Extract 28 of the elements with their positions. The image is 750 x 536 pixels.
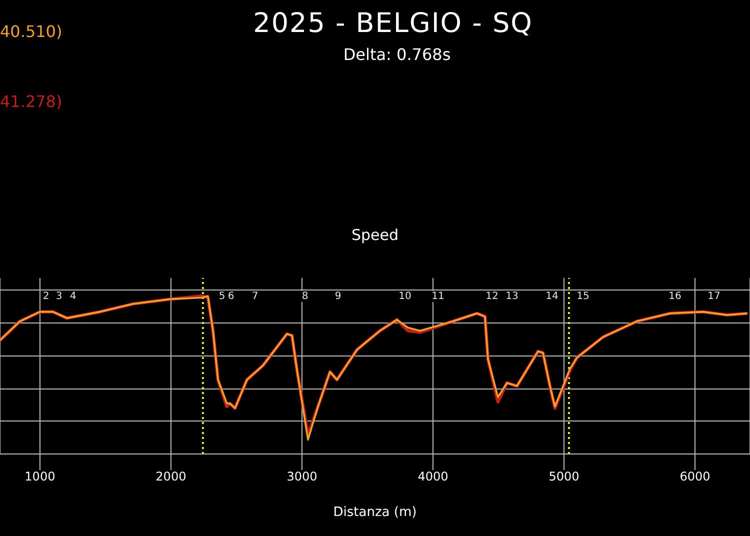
chart-subtitle: Delta: 0.768s — [342, 45, 452, 64]
x-tick-label: 2000 — [156, 470, 186, 484]
x-tick-label: 1000 — [24, 470, 56, 484]
annotation: 10 — [398, 291, 412, 302]
text: 41.278) — [0, 92, 62, 113]
annotation: 5 — [218, 291, 226, 302]
annotation: 4 — [68, 291, 78, 302]
annotation: 14 — [544, 291, 560, 302]
annotation: 8 — [300, 291, 310, 302]
x-tick-label: 3000 — [286, 470, 318, 484]
annotation: 7 — [250, 291, 260, 302]
x-tick-label: 5000 — [548, 470, 580, 484]
text: Speed — [350, 226, 400, 244]
chart-title: 2025 - BELGIO - SQ — [253, 8, 533, 39]
annotation: 15 — [576, 291, 590, 302]
annotation: 6 — [226, 291, 236, 302]
annotation: 9 — [334, 291, 342, 302]
annotation: 11 — [430, 291, 446, 302]
annotation: 16 — [668, 291, 682, 302]
x-tick-label: 6000 — [680, 470, 710, 484]
annotation: 17 — [706, 291, 722, 302]
annotation: 12 — [484, 291, 500, 302]
x-axis-title: Distanza (m) — [333, 505, 417, 520]
annotation: 13 — [504, 291, 520, 302]
x-tick-label: 4000 — [418, 470, 448, 484]
annotation: 2 — [42, 291, 50, 302]
annotation: 3 — [54, 291, 64, 302]
text: 40.510) — [0, 22, 62, 43]
